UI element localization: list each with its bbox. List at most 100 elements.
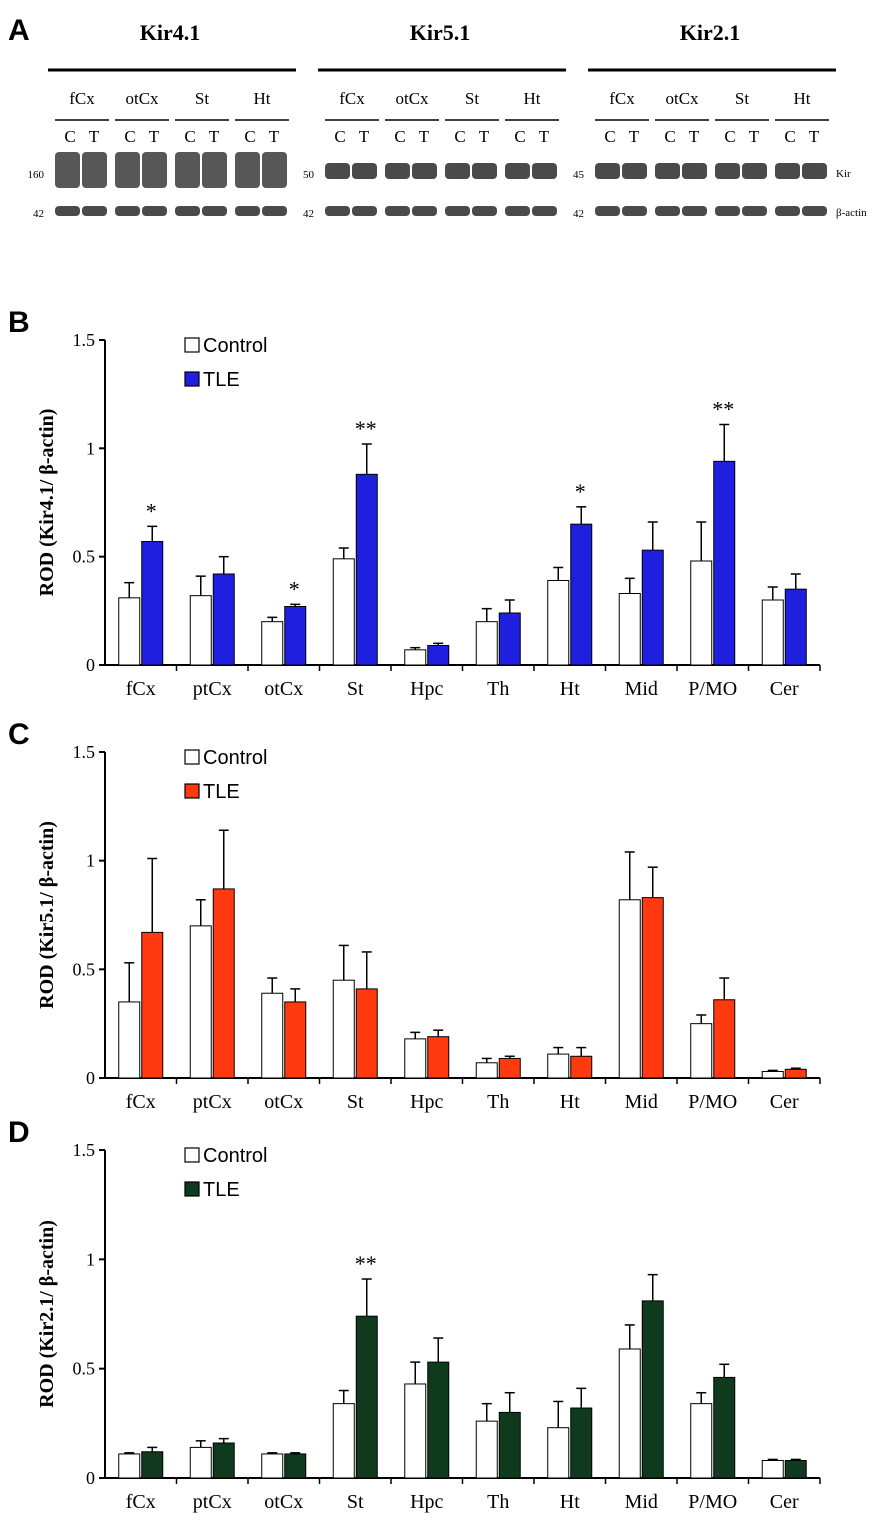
- bar-tle: [212, 573, 235, 666]
- x-tick-label: fCx: [126, 1091, 156, 1113]
- y-tick-label: 1.5: [73, 330, 96, 350]
- legend-label-tle: TLE: [203, 781, 240, 803]
- x-tick-label: ptCx: [193, 1491, 232, 1513]
- x-tick-label: fCx: [126, 678, 156, 700]
- bar-tle: [713, 999, 736, 1079]
- blot-actin-band: [682, 206, 707, 216]
- x-tick-label: Mid: [625, 678, 658, 700]
- bar-tle: [355, 988, 378, 1079]
- bar-tle: [713, 1376, 736, 1479]
- bar-tle: [784, 1068, 807, 1079]
- y-tick-label: 1: [86, 1249, 95, 1269]
- blot-lane-label: T: [689, 127, 700, 146]
- blot-region-label: Ht: [524, 89, 541, 108]
- blot-actin-band: [115, 206, 140, 216]
- blot-target-band: [115, 152, 140, 188]
- legend-label-tle: TLE: [203, 1179, 240, 1201]
- x-tick-label: P/MO: [688, 1491, 737, 1513]
- blot-mw-target: 160: [28, 169, 45, 181]
- x-tick-label: Th: [487, 1491, 509, 1513]
- bar-control: [547, 1053, 570, 1079]
- legend-swatch-tle: [184, 1181, 200, 1197]
- bar-control: [475, 1420, 498, 1479]
- blot-row-label-kir: Kir: [836, 168, 851, 180]
- blot-lane-label: T: [539, 127, 550, 146]
- blot-lane-label: T: [209, 127, 220, 146]
- bar-control: [261, 621, 284, 666]
- y-tick-label: 1: [86, 438, 95, 458]
- blot-target-band: [55, 152, 80, 188]
- bar-tle: [427, 645, 450, 666]
- blot-actin-band: [352, 206, 377, 216]
- blot-actin-band: [235, 206, 260, 216]
- blot-actin-band: [775, 206, 800, 216]
- significance-marker: **: [355, 1251, 377, 1276]
- blot-actin-band: [142, 206, 167, 216]
- blot-region-label: otCx: [125, 89, 159, 108]
- blot-target-band: [202, 152, 227, 188]
- bar-control: [547, 1427, 570, 1479]
- bar-control: [761, 1070, 784, 1079]
- bar-tle: [641, 549, 664, 666]
- bar-tle: [784, 588, 807, 666]
- x-tick-label: P/MO: [688, 1091, 737, 1113]
- bar-tle: [284, 606, 307, 666]
- bar-tle: [427, 1036, 450, 1079]
- significance-marker: **: [712, 397, 734, 422]
- x-tick-label: otCx: [264, 1091, 303, 1113]
- blot-lane-label: C: [784, 127, 795, 146]
- blot-lane-label: T: [89, 127, 100, 146]
- blot-actin-band: [412, 206, 437, 216]
- y-tick-label: 0: [86, 1068, 95, 1088]
- blot-target-band: [505, 163, 530, 179]
- bar-tle: [784, 1460, 807, 1479]
- bar-control: [618, 593, 641, 666]
- blot-mw-actin: 42: [573, 208, 584, 220]
- bar-control: [118, 1001, 141, 1079]
- blot-target-band: [682, 163, 707, 179]
- x-tick-label: Mid: [625, 1091, 658, 1113]
- bar-tle: [713, 460, 736, 666]
- blot-lane-label: C: [514, 127, 525, 146]
- x-tick-label: otCx: [264, 1491, 303, 1513]
- blot-actin-band: [802, 206, 827, 216]
- legend-label-control: Control: [203, 1145, 267, 1167]
- blot-lane-label: T: [809, 127, 820, 146]
- bar-tle: [641, 897, 664, 1079]
- blot-target-band: [352, 163, 377, 179]
- blot-actin-band: [472, 206, 497, 216]
- blot-target-band: [235, 152, 260, 188]
- blot-mw-target: 50: [303, 169, 315, 181]
- blot-actin-band: [595, 206, 620, 216]
- blot-target-band: [262, 152, 287, 188]
- bar-control: [332, 558, 355, 666]
- blot-region-label: fCx: [69, 89, 95, 108]
- x-tick-label: fCx: [126, 1491, 156, 1513]
- y-tick-label: 0: [86, 1468, 95, 1488]
- panel-b-kir41-chart: B 0 0.5 1 1.5 ROD (Kir4.1/ β-actin) fCx * ptCx ot…: [8, 306, 821, 700]
- blot-title: Kir5.1: [410, 20, 471, 45]
- bar-tle: [284, 1453, 307, 1479]
- y-axis-label: ROD (Kir2.1/ β-actin): [36, 1220, 58, 1408]
- blot-target-band: [655, 163, 680, 179]
- blot-lane-label: T: [479, 127, 490, 146]
- bar-tle: [141, 1451, 164, 1479]
- significance-marker: *: [289, 576, 300, 601]
- y-tick-label: 1.5: [73, 742, 96, 762]
- blot-region-label: fCx: [609, 89, 635, 108]
- blot-row-label-actin: β-actin: [836, 207, 867, 219]
- blot-target-band: [82, 152, 107, 188]
- blot-actin-band: [82, 206, 107, 216]
- x-tick-label: Hpc: [410, 1491, 443, 1513]
- legend-label-tle: TLE: [203, 369, 240, 391]
- blot-target-band: [742, 163, 767, 179]
- blot-target-band: [142, 152, 167, 188]
- bar-control: [189, 595, 212, 666]
- blot-actin-band: [262, 206, 287, 216]
- blot-lane-label: T: [629, 127, 640, 146]
- bar-control: [475, 621, 498, 666]
- bar-control: [404, 649, 427, 666]
- blot-lane-label: C: [394, 127, 405, 146]
- x-tick-label: Th: [487, 678, 509, 700]
